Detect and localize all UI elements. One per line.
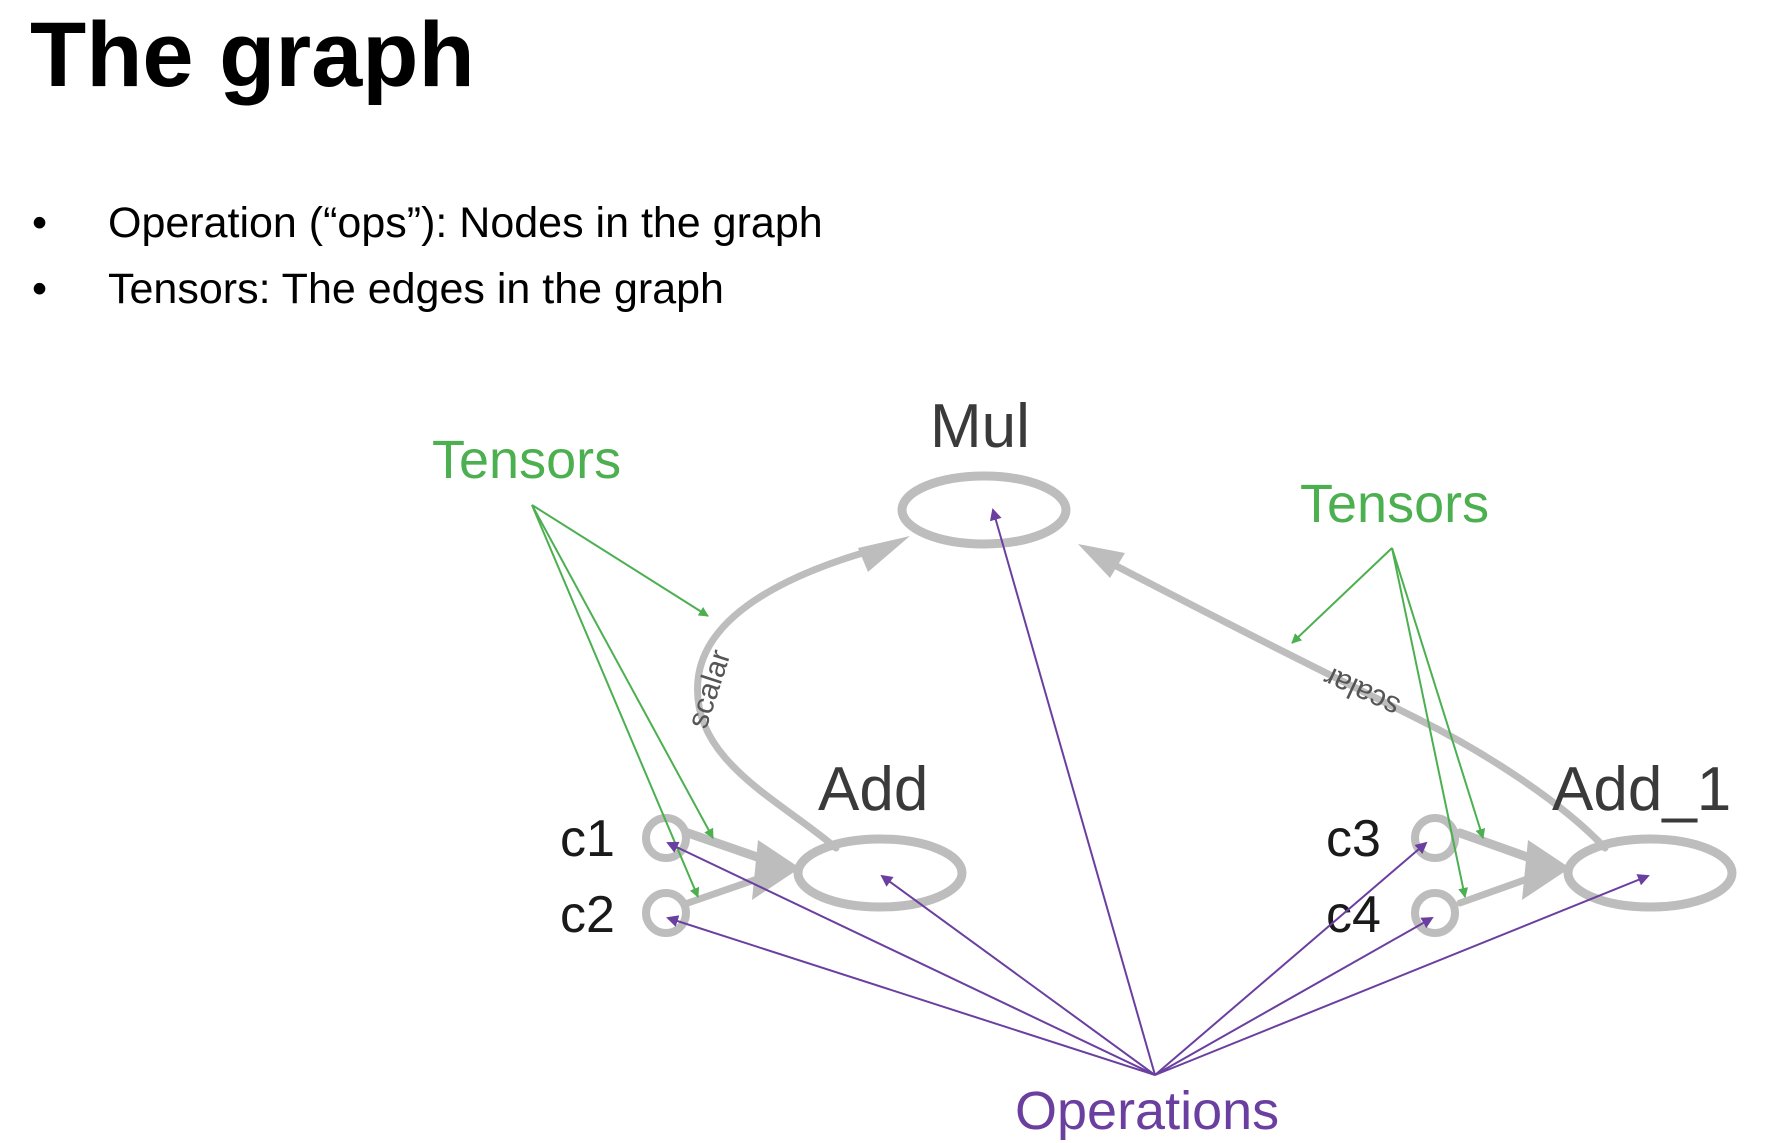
edge-c4-to-add1 <box>1456 874 1534 907</box>
tensors-left-label: Tensors <box>432 430 621 490</box>
c3-label: c3 <box>1326 810 1381 868</box>
bullet-dot-icon: • <box>32 199 48 247</box>
c1-node <box>642 814 690 862</box>
mul-label: Mul <box>930 392 1030 461</box>
mul-node <box>897 471 1071 549</box>
c4-node <box>1411 889 1459 937</box>
edge-add1-to-mul-arrowhead <box>1078 544 1125 578</box>
add1-label: Add_1 <box>1552 755 1731 824</box>
right-scalar-label: scalar <box>1318 660 1404 724</box>
c2-label: c2 <box>560 886 615 944</box>
bullet-text-tensors: Tensors: The edges in the graph <box>108 265 724 313</box>
add-label: Add <box>818 755 928 824</box>
bullet-text-operations: Operation (“ops”): Nodes in the graph <box>108 199 823 247</box>
c1-label: c1 <box>560 810 615 868</box>
graph-nodes <box>642 471 1737 937</box>
edge-add1-to-mul <box>1101 556 1609 852</box>
edge-into-add1-arrowhead <box>1522 840 1570 900</box>
c2-node <box>642 889 690 937</box>
c4-label: c4 <box>1326 886 1381 944</box>
edge-add-to-mul-arrowhead <box>858 536 910 572</box>
left-scalar-label: scalar <box>681 646 737 732</box>
edge-add-to-mul <box>694 544 884 852</box>
tensors-annotations <box>531 504 1486 898</box>
add-node <box>793 834 967 912</box>
bullet-dot-icon: • <box>32 265 48 313</box>
add1-node <box>1563 834 1737 912</box>
node-labels: Mul Add Add_1 c1 c2 c3 c4 <box>560 392 1731 944</box>
bullet-item-operations: • Operation (“ops”): Nodes in the graph <box>30 190 823 256</box>
page-title: The graph <box>30 4 475 106</box>
bullet-list: • Operation (“ops”): Nodes in the graph •… <box>30 190 823 322</box>
edge-c1-to-add <box>683 828 765 863</box>
edge-c3-to-add1 <box>1455 828 1535 863</box>
tensors-right-label: Tensors <box>1300 474 1489 534</box>
operations-annotations <box>666 508 1650 1076</box>
c3-node <box>1411 814 1459 862</box>
operations-label: Operations <box>1015 1081 1279 1141</box>
bullet-item-tensors: • Tensors: The edges in the graph <box>30 256 823 322</box>
edge-into-add-arrowhead <box>752 840 800 900</box>
graph-edges <box>683 536 1609 907</box>
